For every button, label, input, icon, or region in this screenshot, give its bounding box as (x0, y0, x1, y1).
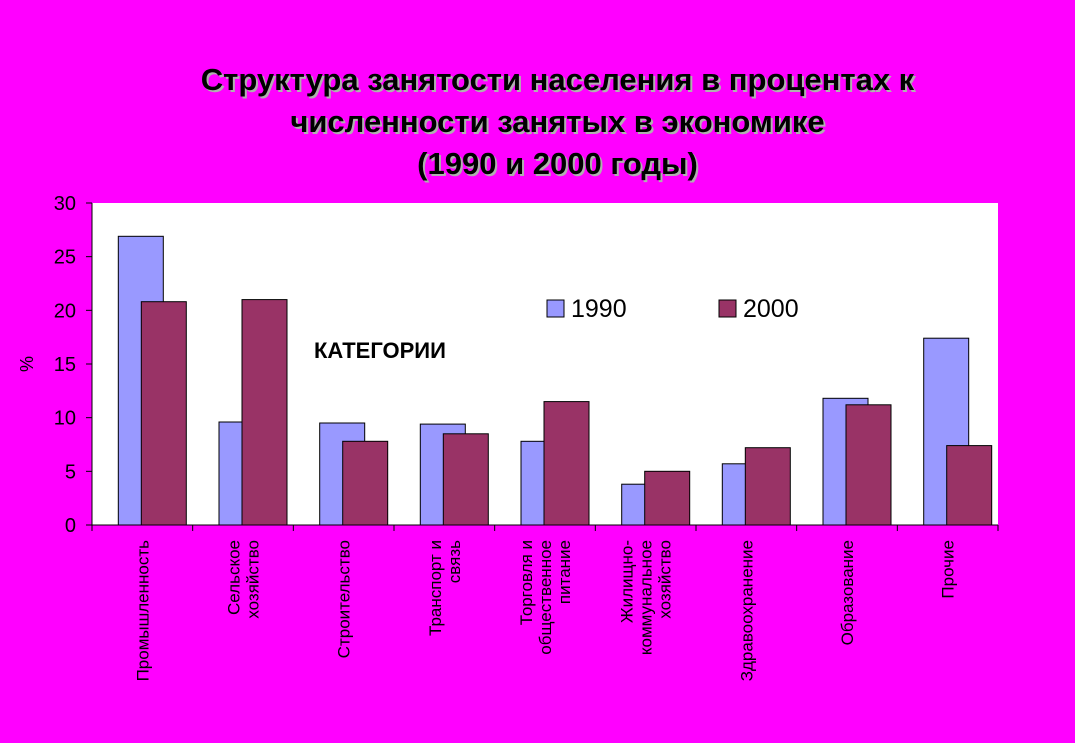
x-category-label: Строительство (335, 540, 354, 658)
x-category-label: Сельское (225, 540, 244, 615)
x-category-label: Промышленность (133, 540, 152, 682)
legend-swatch-1990 (546, 299, 565, 318)
categories-annotation: КАТЕГОРИИ (314, 338, 446, 363)
chart-title-line-3: (1990 и 2000 годы) (417, 146, 698, 181)
y-tick-label: 25 (54, 247, 76, 269)
chart-title-line-2: численности занятых в экономике (290, 104, 825, 139)
bar-2000-5 (543, 401, 590, 526)
legend-label-1990: 1990 (571, 295, 627, 323)
chart-title-line-1: Структура занятости населения в процента… (200, 62, 915, 97)
y-tick-label: 5 (65, 461, 76, 483)
y-axis-label: % (17, 356, 37, 372)
legend: 1990 2000 (546, 295, 799, 323)
bar-2000-3 (342, 440, 389, 526)
x-category-label: хозяйство (656, 540, 675, 619)
bar-2000-4 (442, 433, 489, 526)
bar-2000-7 (744, 447, 791, 526)
bar-2000-1 (140, 301, 187, 526)
x-category-label: Транспорт и (426, 540, 445, 636)
y-ticks-group: 0 5 10 15 20 25 30 (54, 193, 92, 537)
bar-2000-8 (845, 404, 892, 526)
legend-label-2000: 2000 (743, 295, 799, 323)
bar-2000-9 (946, 445, 993, 526)
x-category-label: Торговля и (517, 540, 536, 625)
x-category-label: связь (445, 540, 464, 583)
x-category-label: хозяйство (244, 540, 263, 619)
x-category-label: общественное (536, 540, 555, 655)
x-labels-group: Промышленность Сельское хозяйство Строитель… (133, 540, 957, 682)
y-tick-label: 20 (54, 300, 76, 322)
x-category-label: Здравоохранение (737, 540, 756, 681)
legend-swatch-2000 (718, 299, 737, 318)
x-category-label: Жилищно- (618, 540, 637, 623)
bars-group (117, 235, 993, 526)
y-tick-label: 15 (54, 354, 76, 376)
y-tick-label: 10 (54, 408, 76, 430)
bar-2000-2 (241, 299, 288, 526)
x-category-label: питание (555, 540, 574, 604)
x-category-label: коммунальное (637, 540, 656, 655)
x-ticks-group (91, 525, 999, 531)
bar-2000-6 (644, 470, 691, 526)
y-tick-label: 0 (65, 515, 76, 537)
y-tick-label: 30 (54, 193, 76, 215)
x-category-label: Образование (838, 540, 857, 645)
x-category-label: Прочие (939, 540, 958, 599)
